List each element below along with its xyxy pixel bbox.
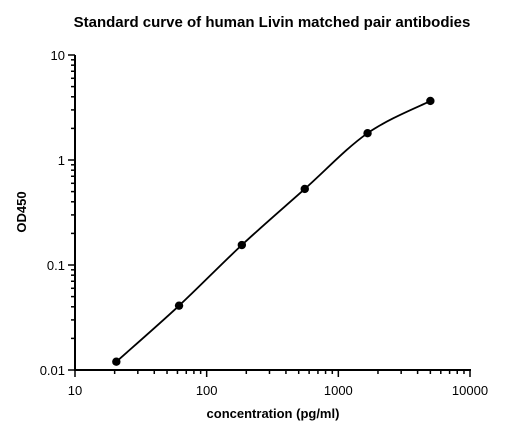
axes — [74, 55, 471, 371]
y-axis-label: OD450 — [14, 191, 29, 232]
data-point — [174, 301, 184, 310]
chart-title: Standard curve of human Livin matched pa… — [74, 14, 471, 31]
y-tick-label: 1 — [58, 153, 65, 168]
fit-curve — [115, 100, 431, 363]
x-tick-label: 10 — [68, 383, 82, 398]
y-axis-ticks: 0.01 0.1 1 10 — [40, 48, 75, 378]
y-tick-label: 0.01 — [40, 363, 65, 378]
x-tick-label: 10000 — [452, 383, 488, 398]
x-tick-label: 1000 — [324, 383, 353, 398]
data-point — [426, 96, 435, 106]
x-axis-ticks: 10 100 1000 10000 — [68, 370, 488, 398]
data-point — [300, 184, 309, 194]
data-point — [237, 240, 247, 250]
data-points — [112, 96, 435, 366]
x-axis-label: concentration (pg/ml) — [207, 406, 340, 421]
data-point — [112, 357, 121, 366]
x-tick-label: 100 — [196, 383, 218, 398]
y-tick-label: 0.1 — [47, 258, 65, 273]
y-tick-label: 10 — [51, 48, 65, 63]
data-point — [363, 129, 372, 138]
